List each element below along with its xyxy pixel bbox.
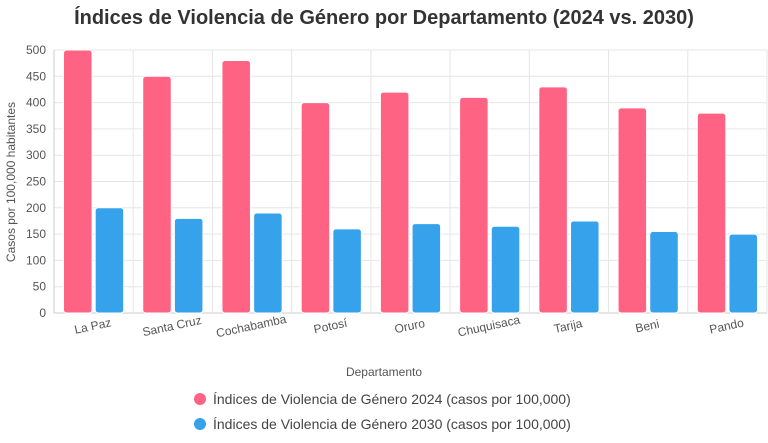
- x-tick-label: Tarija: [553, 316, 584, 336]
- x-axis-label: Departamento: [346, 365, 422, 379]
- bar-2024-7[interactable]: [617, 107, 648, 314]
- y-tick-label: 400: [26, 96, 46, 110]
- bar-2030-3[interactable]: [332, 228, 362, 314]
- bars: [63, 49, 758, 314]
- y-tick-label: 450: [26, 69, 46, 83]
- x-axis-ticks: La Paz Santa Cruz Cochabamba Potosí Oruro Chu…: [73, 312, 745, 341]
- bar-2030-7[interactable]: [649, 230, 679, 314]
- legend: Índices de Violencia de Género 2024 (cas…: [194, 391, 571, 432]
- x-tick-label: Potosí: [312, 316, 349, 337]
- bar-2030-2[interactable]: [253, 212, 283, 314]
- grid-lines: [53, 49, 768, 314]
- legend-swatch-2024[interactable]: [194, 393, 206, 405]
- bar-2024-0[interactable]: [63, 49, 93, 314]
- bar-2030-0[interactable]: [94, 207, 125, 314]
- bar-2030-4[interactable]: [411, 223, 442, 314]
- y-tick-label: 250: [26, 175, 46, 189]
- bar-2030-6[interactable]: [570, 220, 600, 314]
- bar-2024-1[interactable]: [142, 75, 172, 314]
- y-tick-label: 300: [26, 148, 46, 162]
- bar-2030-8[interactable]: [728, 233, 758, 314]
- y-axis-ticks: 0 50 100 150 200 250 300 350 400 450 500: [26, 43, 46, 320]
- bar-2024-8[interactable]: [696, 112, 727, 314]
- bar-2030-1[interactable]: [173, 217, 204, 314]
- x-tick-label: Beni: [634, 317, 660, 336]
- bar-2024-3[interactable]: [300, 102, 331, 314]
- x-tick-label: Pando: [708, 316, 745, 337]
- bar-2024-2[interactable]: [221, 60, 251, 314]
- x-tick-label: Cochabamba: [215, 312, 288, 341]
- y-tick-label: 0: [39, 306, 46, 320]
- x-tick-label: Santa Cruz: [141, 313, 203, 339]
- legend-label-2024[interactable]: Índices de Violencia de Género 2024 (cas…: [213, 391, 571, 407]
- y-tick-label: 350: [26, 122, 46, 136]
- legend-label-2030[interactable]: Índices de Violencia de Género 2030 (cas…: [213, 416, 571, 432]
- y-tick-label: 200: [26, 201, 46, 215]
- y-tick-label: 150: [26, 227, 46, 241]
- x-tick-label: La Paz: [73, 315, 112, 336]
- bar-2024-5[interactable]: [459, 96, 489, 314]
- bar-2030-5[interactable]: [490, 225, 521, 314]
- bar-2024-4[interactable]: [379, 91, 410, 314]
- y-tick-label: 50: [33, 280, 47, 294]
- y-tick-label: 100: [26, 253, 46, 267]
- x-tick-label: Chuquisaca: [456, 313, 521, 340]
- y-tick-label: 500: [26, 43, 46, 57]
- legend-swatch-2030[interactable]: [194, 418, 206, 430]
- bar-2024-6[interactable]: [538, 86, 568, 314]
- chart-title: Índices de Violencia de Género por Depar…: [74, 6, 694, 29]
- x-tick-label: Oruro: [393, 316, 426, 336]
- y-axis-label: Casos por 100,000 habitantes: [4, 102, 18, 262]
